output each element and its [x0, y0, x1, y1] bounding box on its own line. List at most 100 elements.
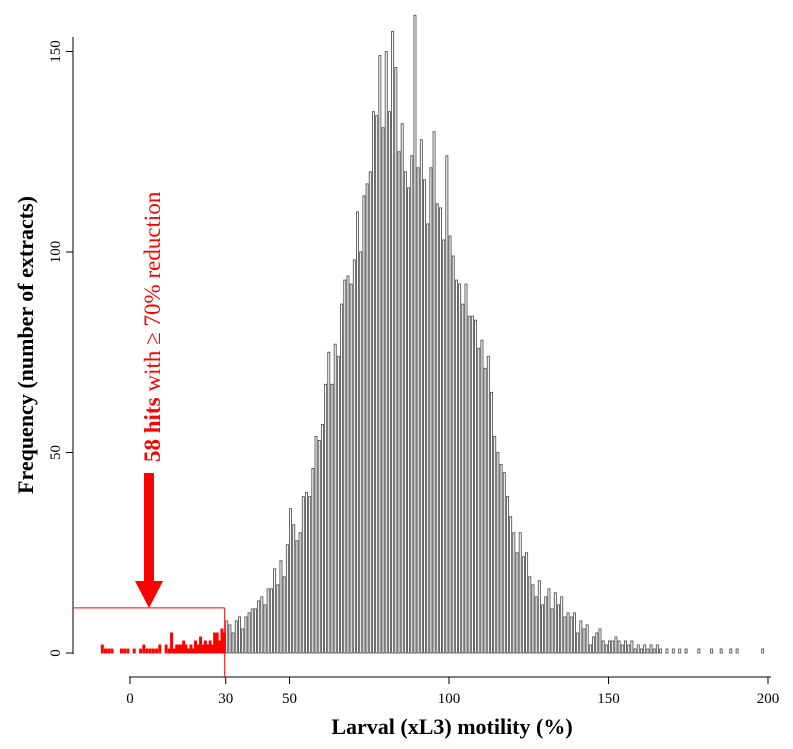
extract-bar: [649, 644, 653, 654]
hit-bar: [167, 648, 171, 654]
hits-annotation-bold: 58 hits: [140, 397, 165, 462]
extract-bar: [234, 620, 238, 654]
extract-bar: [550, 608, 554, 654]
extract-bar: [276, 584, 280, 654]
extract-bar: [585, 624, 589, 654]
hit-bar: [220, 628, 224, 654]
extract-bar: [298, 532, 302, 654]
extract-bar: [521, 556, 525, 654]
hit-bar: [142, 644, 146, 654]
extract-bar: [474, 319, 478, 654]
extract-bar: [333, 343, 337, 654]
extract-bar: [305, 492, 308, 654]
extract-bar: [483, 367, 487, 654]
extract-bar: [630, 640, 634, 654]
extract-bar: [423, 179, 427, 654]
extract-bar: [253, 608, 257, 654]
hit-bar: [145, 648, 149, 654]
extract-bar: [659, 648, 663, 654]
y-tick-label: 100: [48, 241, 64, 264]
extract-bar: [445, 155, 449, 654]
hits-annotation: 58 hits with ≥ 70% reduction: [140, 191, 165, 462]
hit-bar: [100, 644, 104, 654]
extract-bar: [308, 496, 312, 654]
extract-bar: [553, 592, 557, 654]
extract-bar: [432, 131, 436, 654]
extract-bar: [639, 648, 643, 654]
extract-bar: [611, 640, 615, 654]
hit-bar: [208, 640, 212, 654]
extract-bar: [572, 612, 576, 654]
hit-bar: [170, 632, 174, 654]
extract-bar: [241, 628, 245, 654]
extract-bar: [557, 604, 560, 654]
extract-bar: [598, 628, 602, 654]
hit-bar: [158, 644, 162, 654]
extract-bar: [273, 568, 277, 654]
hit-bar: [196, 644, 200, 654]
extract-bar: [391, 31, 395, 654]
extract-bar: [563, 616, 567, 654]
extract-bar: [464, 283, 468, 654]
extract-bar: [655, 644, 659, 654]
extract-bar: [528, 576, 532, 654]
hit-bar: [172, 648, 176, 654]
x-tick-label: 0: [126, 691, 134, 707]
extract-bar: [454, 279, 458, 654]
hit-bar: [132, 648, 136, 654]
extract-bar: [400, 123, 404, 654]
hit-bar: [203, 640, 207, 654]
extract-bar: [486, 355, 490, 654]
hit-bar: [191, 648, 195, 654]
x-tick-label: 100: [438, 691, 461, 707]
extract-bar: [429, 167, 433, 654]
extract-bar: [458, 283, 462, 654]
extract-bar: [263, 604, 267, 654]
x-axis-ticks: 0 30 50 100 150 200: [126, 677, 779, 707]
hit-bar: [206, 644, 210, 654]
extract-bar: [356, 211, 360, 654]
extract-bar: [368, 171, 372, 654]
extract-bar: [502, 472, 506, 654]
hit-bar: [164, 644, 168, 654]
extract-bar: [397, 151, 401, 654]
extract-bar: [282, 576, 286, 654]
extract-bar: [480, 339, 484, 654]
extract-bar: [343, 279, 347, 654]
extract-bar: [566, 612, 570, 654]
hit-bar: [186, 648, 190, 654]
extract-bar: [311, 468, 315, 654]
extract-bar: [403, 171, 407, 654]
extract-bar: [518, 532, 522, 654]
hit-bar: [213, 632, 217, 654]
hit-bar: [119, 648, 123, 654]
hit-bar: [218, 640, 222, 654]
extract-bar: [499, 464, 503, 654]
y-tick-label: 50: [48, 445, 64, 460]
extract-bar: [371, 111, 375, 654]
y-axis-ticks: 0 50 100 150: [48, 40, 73, 657]
hit-bar: [126, 648, 130, 654]
extract-bar: [761, 648, 765, 654]
extract-bar: [534, 596, 538, 654]
extract-bar: [697, 648, 701, 654]
extract-bar: [729, 648, 733, 654]
extract-bar: [231, 632, 235, 654]
extract-bar: [228, 624, 232, 654]
extract-bar: [349, 283, 353, 654]
extract-bar: [260, 596, 264, 654]
extract-bar: [292, 524, 296, 654]
extract-bar: [247, 612, 251, 654]
hit-bar: [139, 648, 143, 654]
extract-bar: [515, 552, 519, 654]
extract-bar: [225, 620, 229, 654]
extract-bar: [285, 544, 289, 654]
x-tick-label: 30: [218, 691, 233, 707]
extract-bar: [362, 195, 366, 654]
extract-bar: [537, 580, 541, 654]
extract-bar: [442, 239, 446, 654]
extract-bar: [719, 648, 723, 654]
extract-bar: [394, 67, 398, 654]
extract-bar: [438, 207, 442, 654]
